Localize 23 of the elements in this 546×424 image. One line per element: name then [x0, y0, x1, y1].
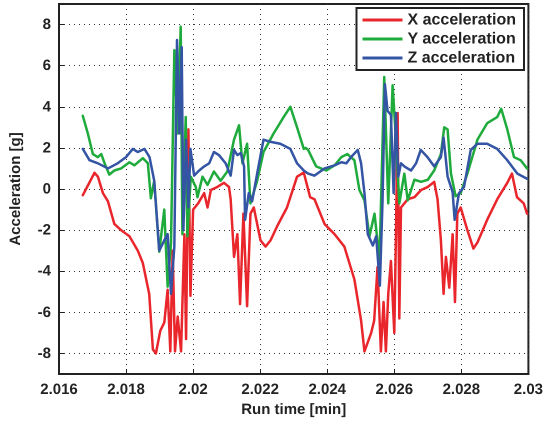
y-tick-label: 6	[42, 57, 51, 74]
y-tick-label: -8	[38, 344, 51, 362]
y-tick-label: -6	[38, 304, 51, 321]
x-tick-label: 2.02	[178, 381, 208, 398]
y-tick-label: -4	[38, 262, 52, 280]
y-tick-label: 2	[42, 139, 51, 156]
legend-label: X acceleration	[408, 12, 516, 28]
legend-label: Y acceleration	[408, 30, 516, 48]
y-tick-label: -2	[38, 222, 51, 239]
x-tick-label: 2.03	[514, 381, 544, 398]
x-tick-label: 2.026	[376, 381, 414, 398]
line-series	[82, 112, 528, 355]
y-axis-title: Acceleration [g]	[7, 132, 24, 246]
x-tick-label: 2.022	[241, 381, 279, 398]
y-tick-label: 8	[42, 16, 51, 34]
y-tick-label: 0	[42, 180, 51, 198]
x-tick-label: 2.016	[40, 381, 78, 398]
legend-label: Z acceleration	[408, 50, 516, 66]
y-tick-label: 4	[42, 98, 52, 116]
x-tick-label: 2.018	[107, 381, 145, 398]
x-axis-title: Run time [min]	[241, 401, 346, 418]
x-tick-label: 2.028	[442, 381, 480, 398]
x-tick-label: 2.024	[308, 381, 347, 398]
